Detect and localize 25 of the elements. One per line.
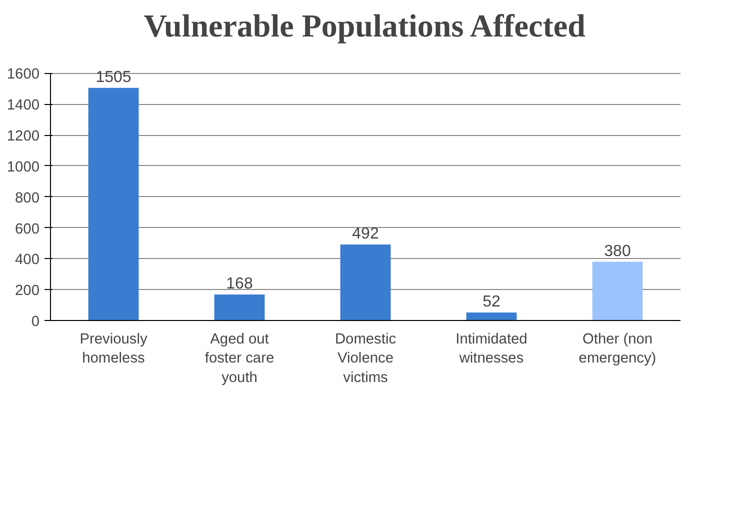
- data-label: 1505: [96, 68, 132, 86]
- y-tick-label: 1600: [6, 66, 40, 83]
- data-label: 380: [604, 242, 631, 260]
- y-tick-label: 1200: [6, 128, 40, 145]
- y-tick-label: 800: [15, 190, 40, 206]
- x-tick-label: Previously homeless: [80, 332, 148, 367]
- y-tick-label: 1000: [6, 159, 40, 176]
- x-tick-label: Aged out foster care youth: [204, 332, 274, 386]
- chart-title: Vulnerable Populations Affected: [144, 8, 586, 44]
- y-tick-label: 0: [31, 314, 40, 330]
- x-tick-label: Domestic Violence victims: [334, 332, 396, 386]
- data-label: 168: [226, 276, 253, 293]
- bar: [592, 262, 643, 320]
- x-tick-label: Other (non emergency): [578, 332, 656, 367]
- y-tick-label: 1400: [6, 98, 40, 114]
- bar: [340, 244, 391, 320]
- y-tick-label: 400: [15, 252, 40, 268]
- bar: [88, 88, 139, 320]
- bar: [466, 312, 517, 320]
- bar: [214, 294, 265, 320]
- data-label: 492: [352, 225, 379, 242]
- y-tick-label: 200: [15, 283, 40, 300]
- x-tick-label: Intimidated witnesses: [456, 332, 528, 367]
- data-label: 52: [482, 293, 500, 310]
- y-tick-label: 600: [15, 221, 40, 238]
